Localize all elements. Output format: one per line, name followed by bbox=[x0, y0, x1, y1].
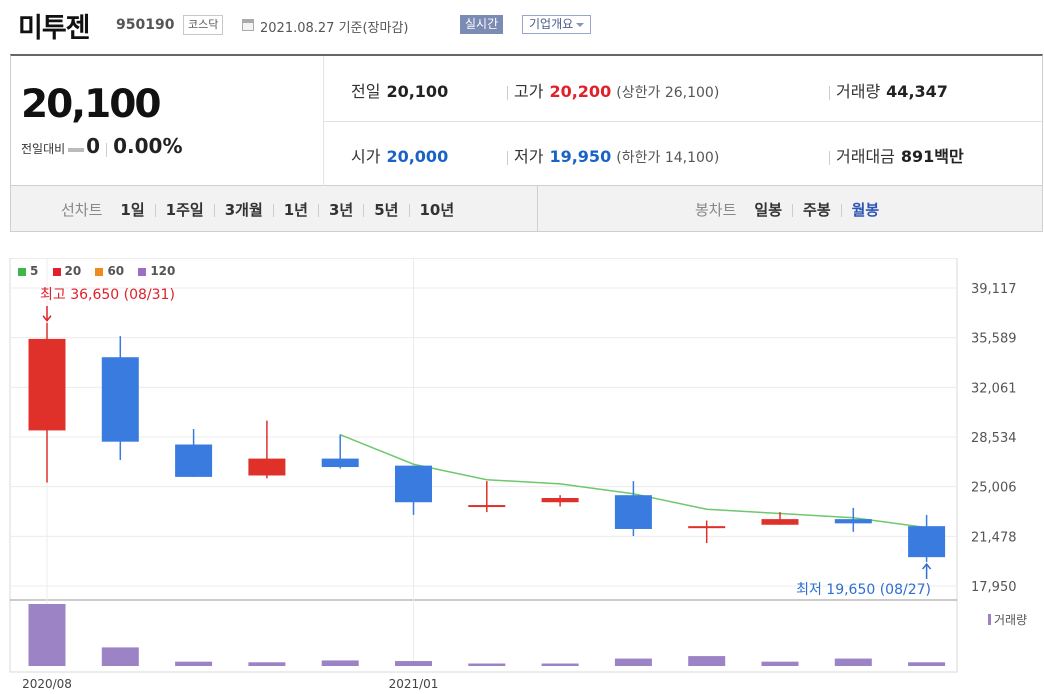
candle-chart-periods: 봉차트 일봉 주봉 월봉 bbox=[695, 199, 879, 220]
period-10y[interactable]: 10년 bbox=[419, 201, 455, 219]
candle-body bbox=[395, 465, 432, 503]
high-price: 고가 20,200 (상한가 26,100) bbox=[507, 78, 719, 102]
legend-item-ma60[interactable]: 60 bbox=[95, 264, 124, 278]
calendar-icon bbox=[242, 19, 254, 31]
volume-bar bbox=[688, 656, 726, 666]
candle-body bbox=[688, 526, 726, 529]
chevron-down-icon bbox=[576, 22, 585, 27]
change-value: 0 bbox=[86, 134, 101, 158]
candle-body bbox=[908, 526, 946, 558]
candlestick-chart[interactable]: 39,117 35,589 32,061 28,534 25,006 21,478 17,9… bbox=[0, 258, 1044, 694]
period-selector: 선차트 1일 1주일 3개월 1년 3년 5년 10년 봉차트 일봉 주봉 월봉 bbox=[10, 186, 1043, 232]
volume-bar bbox=[395, 661, 432, 666]
candle-body bbox=[541, 498, 579, 503]
period-1w[interactable]: 1주일 bbox=[165, 201, 204, 219]
base-date: 2021.08.27 기준(장마감) bbox=[260, 21, 409, 36]
realtime-button[interactable]: 실시간 bbox=[460, 15, 504, 34]
candle-chart-label: 봉차트 bbox=[695, 201, 737, 219]
y-tick-label: 32,061 bbox=[971, 381, 1017, 396]
candle-daily[interactable]: 일봉 bbox=[754, 201, 783, 219]
legend-item-ma5[interactable]: 5 bbox=[18, 264, 38, 278]
candle-weekly[interactable]: 주봉 bbox=[803, 201, 831, 219]
legend-swatch bbox=[52, 267, 61, 276]
flat-icon bbox=[68, 147, 85, 152]
volume-bar bbox=[248, 662, 286, 666]
period-3y[interactable]: 3년 bbox=[329, 201, 354, 219]
candle-body bbox=[175, 444, 213, 477]
y-tick-label: 21,478 bbox=[971, 530, 1017, 545]
legend-swatch bbox=[138, 267, 147, 276]
volume-bar bbox=[908, 662, 946, 666]
min-annotation: 최저 19,650 (08/27) bbox=[796, 582, 931, 598]
prev-close: 전일 20,100 bbox=[351, 82, 449, 101]
trading-amount: 거래대금 891백만 bbox=[829, 143, 964, 167]
change-label: 전일대비 bbox=[21, 142, 66, 156]
stock-name: 미투젠 bbox=[18, 13, 91, 44]
low-price: 저가 19,950 (하한가 14,100) bbox=[507, 143, 719, 167]
legend-item-ma120[interactable]: 120 bbox=[138, 264, 175, 278]
period-5y[interactable]: 5년 bbox=[374, 201, 399, 219]
stock-code: 950190 bbox=[116, 17, 175, 33]
market-badge: 코스닥 bbox=[183, 15, 224, 35]
candle-body bbox=[761, 519, 799, 525]
change-percent: 0.00% bbox=[113, 134, 183, 158]
candle-body bbox=[248, 458, 286, 476]
legend-item-ma20[interactable]: 20 bbox=[52, 264, 81, 278]
y-tick-label: 35,589 bbox=[971, 332, 1017, 347]
candle-body bbox=[101, 357, 139, 442]
legend-swatch bbox=[18, 267, 26, 276]
volume-bar bbox=[175, 661, 213, 666]
line-chart-label: 선차트 bbox=[61, 201, 103, 219]
price-summary: 20,100 전일대비 0 0.00% 전일 20,100 고가 20,200 (상한가… bbox=[10, 54, 1043, 186]
candle-body bbox=[468, 505, 506, 508]
candle-body bbox=[321, 458, 359, 468]
volume-bar bbox=[614, 658, 652, 666]
period-1d[interactable]: 1일 bbox=[120, 201, 145, 219]
volume-bar bbox=[28, 604, 66, 666]
y-tick-label: 39,117 bbox=[971, 282, 1017, 297]
candle-monthly[interactable]: 월봉 bbox=[851, 201, 880, 219]
legend-swatch bbox=[95, 267, 104, 276]
volume-legend-swatch bbox=[988, 614, 991, 625]
period-1y[interactable]: 1년 bbox=[283, 201, 308, 219]
max-arrowhead-icon bbox=[42, 315, 52, 322]
period-3m[interactable]: 3개월 bbox=[224, 201, 263, 219]
current-price: 20,100 bbox=[21, 82, 161, 127]
ma-legend: 5 20 60 120 bbox=[18, 264, 185, 278]
volume-bar bbox=[468, 663, 506, 666]
volume-bar bbox=[321, 660, 359, 666]
candle-body bbox=[28, 338, 66, 431]
volume-bar bbox=[761, 661, 799, 666]
x-tick-label: 2021/01 bbox=[389, 677, 439, 691]
y-tick-label: 25,006 bbox=[971, 481, 1017, 496]
volume: 거래량 44,347 bbox=[829, 78, 948, 102]
candle-body bbox=[614, 495, 652, 529]
change-row: 전일대비 0 0.00% bbox=[21, 134, 182, 158]
plot-frame bbox=[9, 258, 958, 673]
company-overview-label: 기업개요 bbox=[529, 17, 574, 31]
line-chart-periods: 선차트 1일 1주일 3개월 1년 3년 5년 10년 bbox=[61, 199, 454, 220]
open-price: 시가 20,000 bbox=[351, 147, 449, 166]
max-annotation: 최고 36,650 (08/31) bbox=[40, 287, 175, 303]
volume-bar bbox=[541, 663, 579, 666]
volume-bar bbox=[834, 658, 872, 666]
company-overview-dropdown[interactable]: 기업개요 bbox=[522, 15, 592, 34]
volume-bar bbox=[101, 647, 139, 666]
x-tick-label: 2020/08 bbox=[22, 677, 72, 691]
candle-body bbox=[834, 519, 872, 524]
y-tick-label: 28,534 bbox=[971, 431, 1017, 446]
min-arrowhead-icon bbox=[922, 562, 932, 570]
y-tick-label: 17,950 bbox=[971, 580, 1017, 595]
volume-legend-label: 거래량 bbox=[994, 613, 1027, 627]
stock-header: 미투젠 950190 코스닥 2021.08.27 기준(장마감) 실시간 기업… bbox=[0, 0, 1044, 48]
current-price-panel: 20,100 전일대비 0 0.00% bbox=[11, 56, 324, 186]
